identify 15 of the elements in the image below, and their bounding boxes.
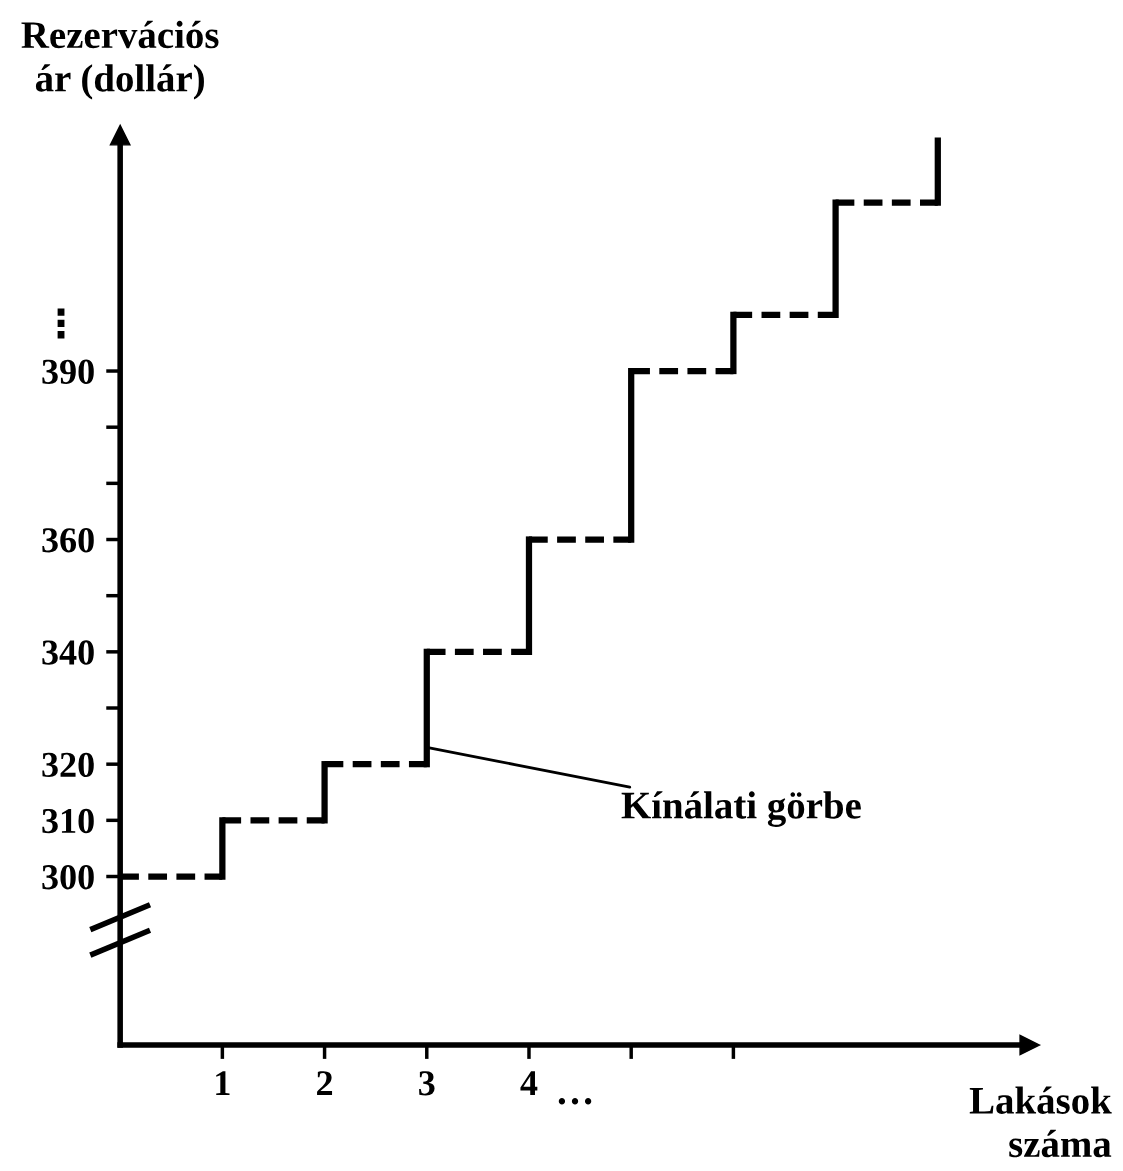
x-axis-title: Lakások száma: [969, 1086, 1112, 1158]
text: ⋮: [57, 308, 65, 339]
x-tick-label: 3: [419, 1071, 435, 1096]
y-tick-label: 390: [42, 359, 94, 384]
y-tick-label: 360: [42, 528, 94, 553]
x-tick-label: 4: [520, 1071, 538, 1096]
text: …: [558, 1098, 592, 1105]
y-tick-label: 340: [42, 640, 94, 665]
x-tick-label: 1: [216, 1071, 230, 1096]
y-tick-label: 320: [42, 752, 94, 778]
y-axis-title: Rezervációs ár (dollár): [21, 20, 219, 100]
annotation: Kínálati görbe: [621, 791, 861, 827]
y-tick-label: 300: [42, 865, 94, 890]
y-tick-label: 310: [42, 808, 94, 834]
x-tick-label: 2: [317, 1071, 333, 1096]
